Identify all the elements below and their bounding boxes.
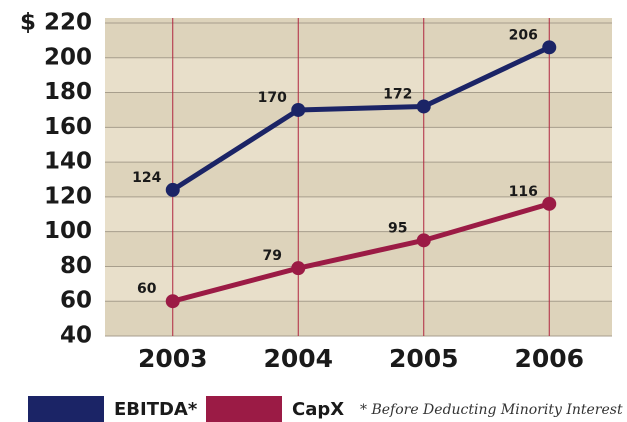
y-tick-label: 200 (44, 44, 92, 70)
plot-band (105, 301, 612, 336)
y-tick-label: 120 (44, 183, 92, 209)
y-tick-label: 180 (44, 79, 92, 105)
footnote: * Before Deducting Minority Interest (360, 402, 623, 418)
plot-band (105, 18, 612, 23)
data-point (291, 261, 306, 276)
y-tick-label: 160 (44, 114, 92, 140)
plot-band (105, 196, 612, 232)
x-tick-label: 2006 (514, 344, 584, 373)
plot-band (105, 23, 612, 58)
data-point (542, 40, 557, 55)
series-line (171, 45, 551, 193)
data-label: 116 (509, 184, 538, 200)
legend-label: CapX (292, 399, 344, 420)
legend-swatch (28, 396, 104, 422)
legend-label: EBITDA* (114, 399, 198, 420)
y-tick-label: $ 220 (20, 10, 92, 36)
data-point (165, 294, 180, 309)
data-point (416, 99, 431, 114)
plot-band (105, 127, 612, 163)
data-label: 172 (383, 86, 412, 102)
y-tick-label: 60 (60, 288, 92, 314)
plot-band (105, 266, 612, 302)
series-line (172, 201, 550, 304)
y-tick-label: 100 (44, 218, 92, 244)
data-point (165, 182, 180, 197)
plot-band (105, 231, 612, 267)
plot-band (105, 57, 612, 93)
data-label: 95 (388, 220, 407, 236)
x-tick-label: 2003 (138, 344, 208, 373)
legend-swatch (206, 396, 282, 422)
y-tick-label: 40 (60, 323, 92, 349)
data-point (416, 233, 431, 248)
data-label: 79 (263, 248, 282, 264)
y-tick-label: 140 (44, 149, 92, 175)
x-tick-label: 2005 (389, 344, 459, 373)
data-point (291, 102, 306, 117)
x-tick-label: 2004 (263, 344, 333, 373)
y-tick-label: 80 (60, 253, 92, 279)
data-label: 124 (132, 170, 161, 186)
data-label: 170 (258, 90, 287, 106)
data-label: 60 (137, 281, 157, 297)
data-point (542, 196, 557, 211)
data-label: 206 (509, 27, 538, 43)
